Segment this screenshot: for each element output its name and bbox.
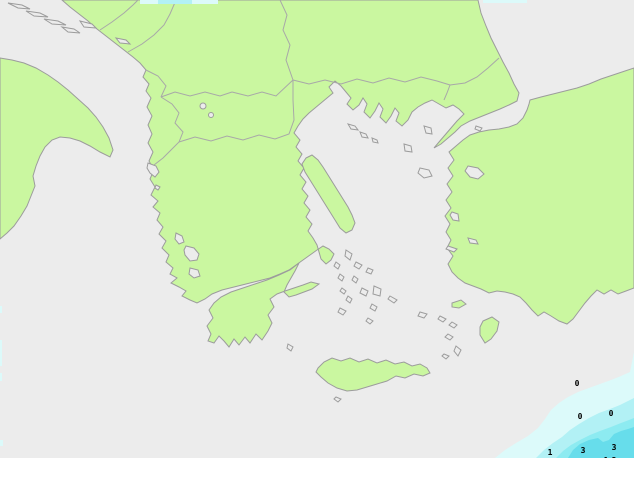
island-zakynthos bbox=[188, 267, 201, 279]
island-crete bbox=[315, 357, 431, 392]
island-ikaria bbox=[445, 245, 458, 253]
precipitation-edge-strips bbox=[0, 0, 527, 446]
legend-bar: Precipitation [mm] ECMWF 0.10.5125101520… bbox=[0, 458, 634, 490]
precipitation-map: 000133130 bbox=[0, 0, 634, 458]
precip-grid-values: 000133130 bbox=[548, 379, 626, 458]
precip-grid-value: 1 bbox=[604, 456, 609, 458]
border-line bbox=[178, 80, 295, 143]
island-samothrace bbox=[403, 143, 413, 153]
country-borders bbox=[99, 0, 500, 166]
island bbox=[444, 333, 454, 341]
island bbox=[351, 275, 359, 284]
border-line bbox=[231, 79, 294, 97]
island bbox=[353, 261, 363, 270]
border-line bbox=[153, 96, 184, 166]
precip-grid-value: 0 bbox=[621, 457, 626, 458]
precip-patch bbox=[483, 0, 527, 3]
island-lefkada bbox=[174, 232, 185, 245]
island-corfu bbox=[146, 162, 160, 178]
island bbox=[359, 131, 369, 139]
landmass-peloponnese bbox=[206, 262, 321, 348]
island bbox=[78, 20, 98, 29]
island-euboea bbox=[301, 154, 356, 234]
island bbox=[345, 295, 353, 304]
precip-patch bbox=[0, 373, 2, 381]
border-line bbox=[127, 0, 177, 53]
island bbox=[60, 26, 81, 34]
precip-grid-value: 1 bbox=[548, 448, 553, 457]
island bbox=[333, 396, 342, 403]
island-rhodes bbox=[479, 316, 500, 344]
island bbox=[371, 137, 379, 144]
lake-ohrid bbox=[199, 102, 207, 110]
precip-grid-value: 3 bbox=[581, 446, 586, 455]
precip-layer-2mm bbox=[568, 427, 634, 458]
island-kythira bbox=[286, 343, 294, 352]
island bbox=[441, 353, 450, 360]
island bbox=[337, 307, 347, 316]
island bbox=[365, 317, 374, 325]
border-line bbox=[99, 0, 139, 31]
island-cephalonia bbox=[183, 245, 200, 262]
precipitation-area-southeast bbox=[495, 352, 634, 458]
island bbox=[114, 37, 132, 45]
island bbox=[387, 295, 398, 304]
precip-grid-value: 3 bbox=[612, 443, 617, 452]
precip-grid-value: 0 bbox=[578, 412, 583, 421]
island bbox=[337, 273, 345, 282]
island bbox=[437, 315, 447, 323]
island-samos bbox=[467, 237, 479, 245]
precip-patch bbox=[0, 340, 2, 366]
lake-prespa bbox=[208, 112, 214, 118]
map-area: 000133130 bbox=[0, 0, 634, 458]
island bbox=[359, 287, 369, 297]
border-line bbox=[160, 91, 233, 98]
island bbox=[7, 2, 31, 10]
island bbox=[369, 303, 378, 312]
precip-patch bbox=[158, 0, 192, 4]
island bbox=[448, 321, 458, 329]
border-line bbox=[449, 57, 500, 86]
island bbox=[25, 10, 49, 18]
landmass-italy-heel bbox=[0, 57, 114, 240]
precip-patch bbox=[0, 440, 3, 446]
island-karpathos bbox=[453, 345, 462, 357]
island bbox=[154, 184, 161, 191]
island bbox=[333, 261, 341, 270]
land-group bbox=[0, 0, 634, 392]
island-kos bbox=[451, 299, 467, 309]
precip-patch bbox=[0, 306, 2, 313]
island bbox=[344, 249, 353, 261]
border-line bbox=[279, 0, 294, 81]
landmass-anatolia bbox=[444, 67, 634, 325]
islands-group bbox=[7, 2, 485, 403]
precip-grid-value: 0 bbox=[575, 379, 580, 388]
island-naxos bbox=[372, 285, 382, 297]
island-lesbos bbox=[464, 165, 485, 180]
border-line bbox=[145, 69, 167, 98]
island bbox=[365, 267, 374, 275]
island-limnos bbox=[417, 167, 433, 179]
island bbox=[417, 311, 428, 319]
island bbox=[474, 125, 483, 132]
island bbox=[346, 123, 360, 131]
island-chios bbox=[449, 211, 460, 222]
island bbox=[43, 18, 67, 26]
island-thasos bbox=[423, 125, 433, 135]
island bbox=[339, 287, 347, 295]
precip-grid-value: 0 bbox=[609, 409, 614, 418]
precip-grid-value: 3 bbox=[612, 456, 617, 458]
